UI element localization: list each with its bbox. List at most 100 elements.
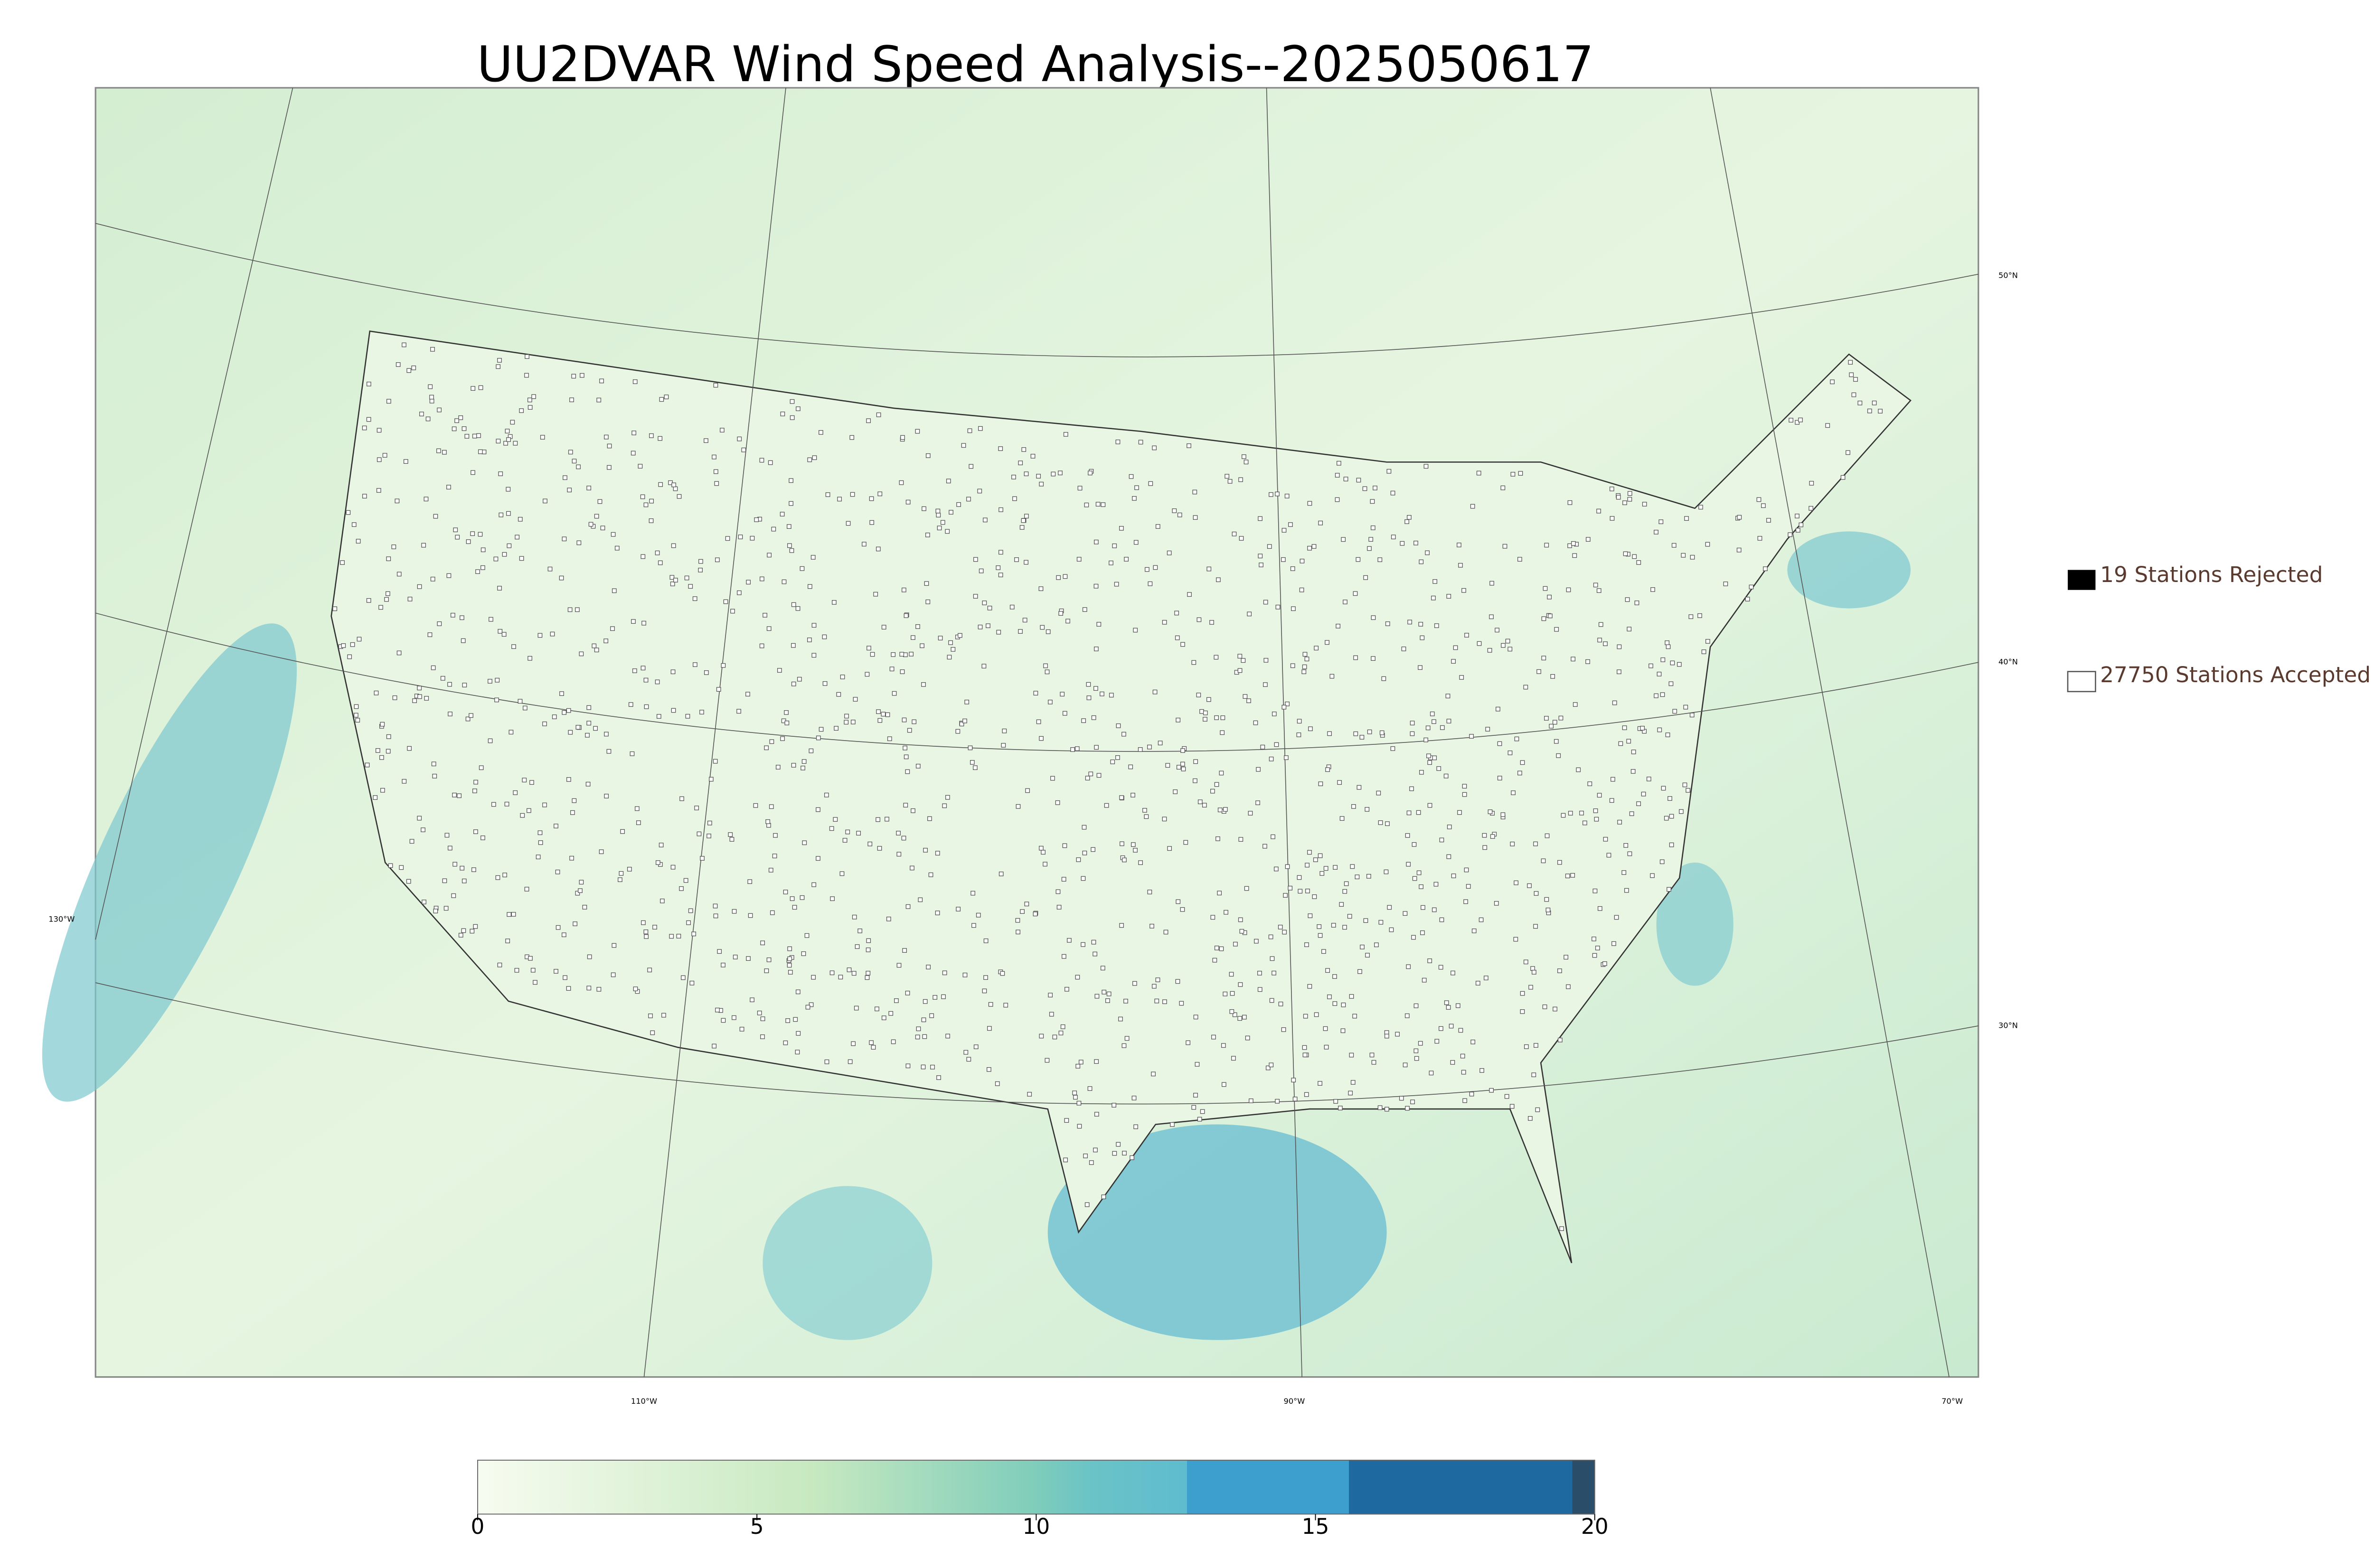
station-marker <box>1669 814 1674 819</box>
station-marker <box>842 838 848 843</box>
station-marker <box>925 453 931 458</box>
station-marker <box>686 920 691 925</box>
station-marker <box>1063 432 1068 437</box>
station-marker <box>632 668 637 673</box>
station-marker <box>1469 1091 1474 1097</box>
station-marker <box>578 888 583 893</box>
station-marker <box>1050 776 1055 781</box>
station-marker <box>891 1039 896 1044</box>
station-marker <box>732 909 737 914</box>
station-marker <box>1105 998 1110 1003</box>
station-marker <box>673 486 678 491</box>
station-marker <box>1684 516 1689 521</box>
station-marker <box>636 820 641 825</box>
station-marker <box>1389 927 1394 932</box>
station-marker <box>537 830 543 836</box>
station-marker <box>561 932 566 938</box>
station-marker <box>1403 1062 1408 1068</box>
station-marker <box>896 831 901 836</box>
station-marker <box>1544 543 1549 548</box>
station-marker <box>1176 899 1181 904</box>
station-marker <box>1549 723 1554 729</box>
station-marker <box>473 924 478 929</box>
station-marker <box>747 879 753 884</box>
station-marker <box>1688 614 1694 619</box>
station-marker <box>1255 800 1260 805</box>
station-marker <box>430 576 435 582</box>
station-marker <box>1457 810 1462 815</box>
station-marker <box>1585 659 1590 664</box>
station-marker <box>956 907 961 911</box>
station-marker <box>836 692 841 697</box>
station-marker <box>1567 543 1572 548</box>
station-marker <box>901 836 906 841</box>
station-marker <box>1406 964 1411 969</box>
station-marker <box>1455 1003 1460 1008</box>
station-marker <box>454 418 459 423</box>
station-marker <box>834 726 838 731</box>
station-marker <box>1405 1106 1410 1111</box>
station-marker <box>536 854 541 860</box>
station-marker <box>1233 941 1238 947</box>
station-marker <box>1550 674 1555 679</box>
station-marker <box>1789 418 1793 423</box>
station-marker <box>367 382 371 386</box>
station-marker <box>480 547 486 553</box>
station-marker <box>1568 811 1573 816</box>
station-marker <box>433 909 438 913</box>
station-marker <box>1101 502 1106 507</box>
station-marker <box>699 710 704 714</box>
station-marker <box>428 384 433 389</box>
station-marker <box>489 617 493 622</box>
station-marker <box>347 654 352 659</box>
station-marker <box>736 590 742 595</box>
station-marker <box>769 804 774 809</box>
station-marker <box>1340 1028 1346 1033</box>
station-marker <box>930 1064 935 1070</box>
station-marker <box>876 412 881 417</box>
station-marker <box>1244 460 1249 465</box>
station-marker <box>455 535 460 540</box>
station-marker <box>1848 360 1853 365</box>
station-marker <box>669 575 675 580</box>
station-marker <box>396 650 402 656</box>
station-marker <box>527 397 532 403</box>
station-marker <box>921 1017 926 1023</box>
station-marker <box>461 928 466 933</box>
station-marker <box>833 817 838 822</box>
station-marker <box>559 575 564 581</box>
station-marker <box>1074 746 1080 751</box>
station-marker <box>452 426 457 432</box>
station-marker <box>643 502 649 507</box>
station-marker <box>1479 1068 1484 1073</box>
station-marker <box>1274 742 1279 747</box>
station-marker <box>427 632 433 637</box>
station-marker <box>1307 501 1312 506</box>
station-marker <box>1030 454 1036 459</box>
station-marker <box>1084 502 1089 507</box>
station-marker <box>611 532 616 537</box>
station-marker <box>1076 857 1081 862</box>
station-marker <box>1016 804 1021 809</box>
station-marker <box>1009 604 1015 610</box>
station-marker <box>1543 586 1548 591</box>
station-marker <box>606 749 612 754</box>
station-marker <box>507 543 512 548</box>
station-marker <box>1471 928 1477 933</box>
station-marker <box>904 754 909 760</box>
station-marker <box>1162 620 1167 625</box>
station-marker <box>1489 614 1494 620</box>
station-marker <box>1290 566 1295 571</box>
station-marker <box>1464 633 1469 638</box>
station-marker <box>998 550 1003 555</box>
station-marker <box>424 497 429 502</box>
station-marker <box>837 497 842 502</box>
station-marker <box>619 871 624 876</box>
station-marker <box>754 517 759 522</box>
station-marker <box>1366 873 1371 879</box>
station-marker <box>519 556 524 561</box>
station-marker <box>495 875 500 880</box>
station-marker <box>824 1059 829 1064</box>
station-marker <box>1667 796 1672 801</box>
station-marker <box>429 394 434 400</box>
